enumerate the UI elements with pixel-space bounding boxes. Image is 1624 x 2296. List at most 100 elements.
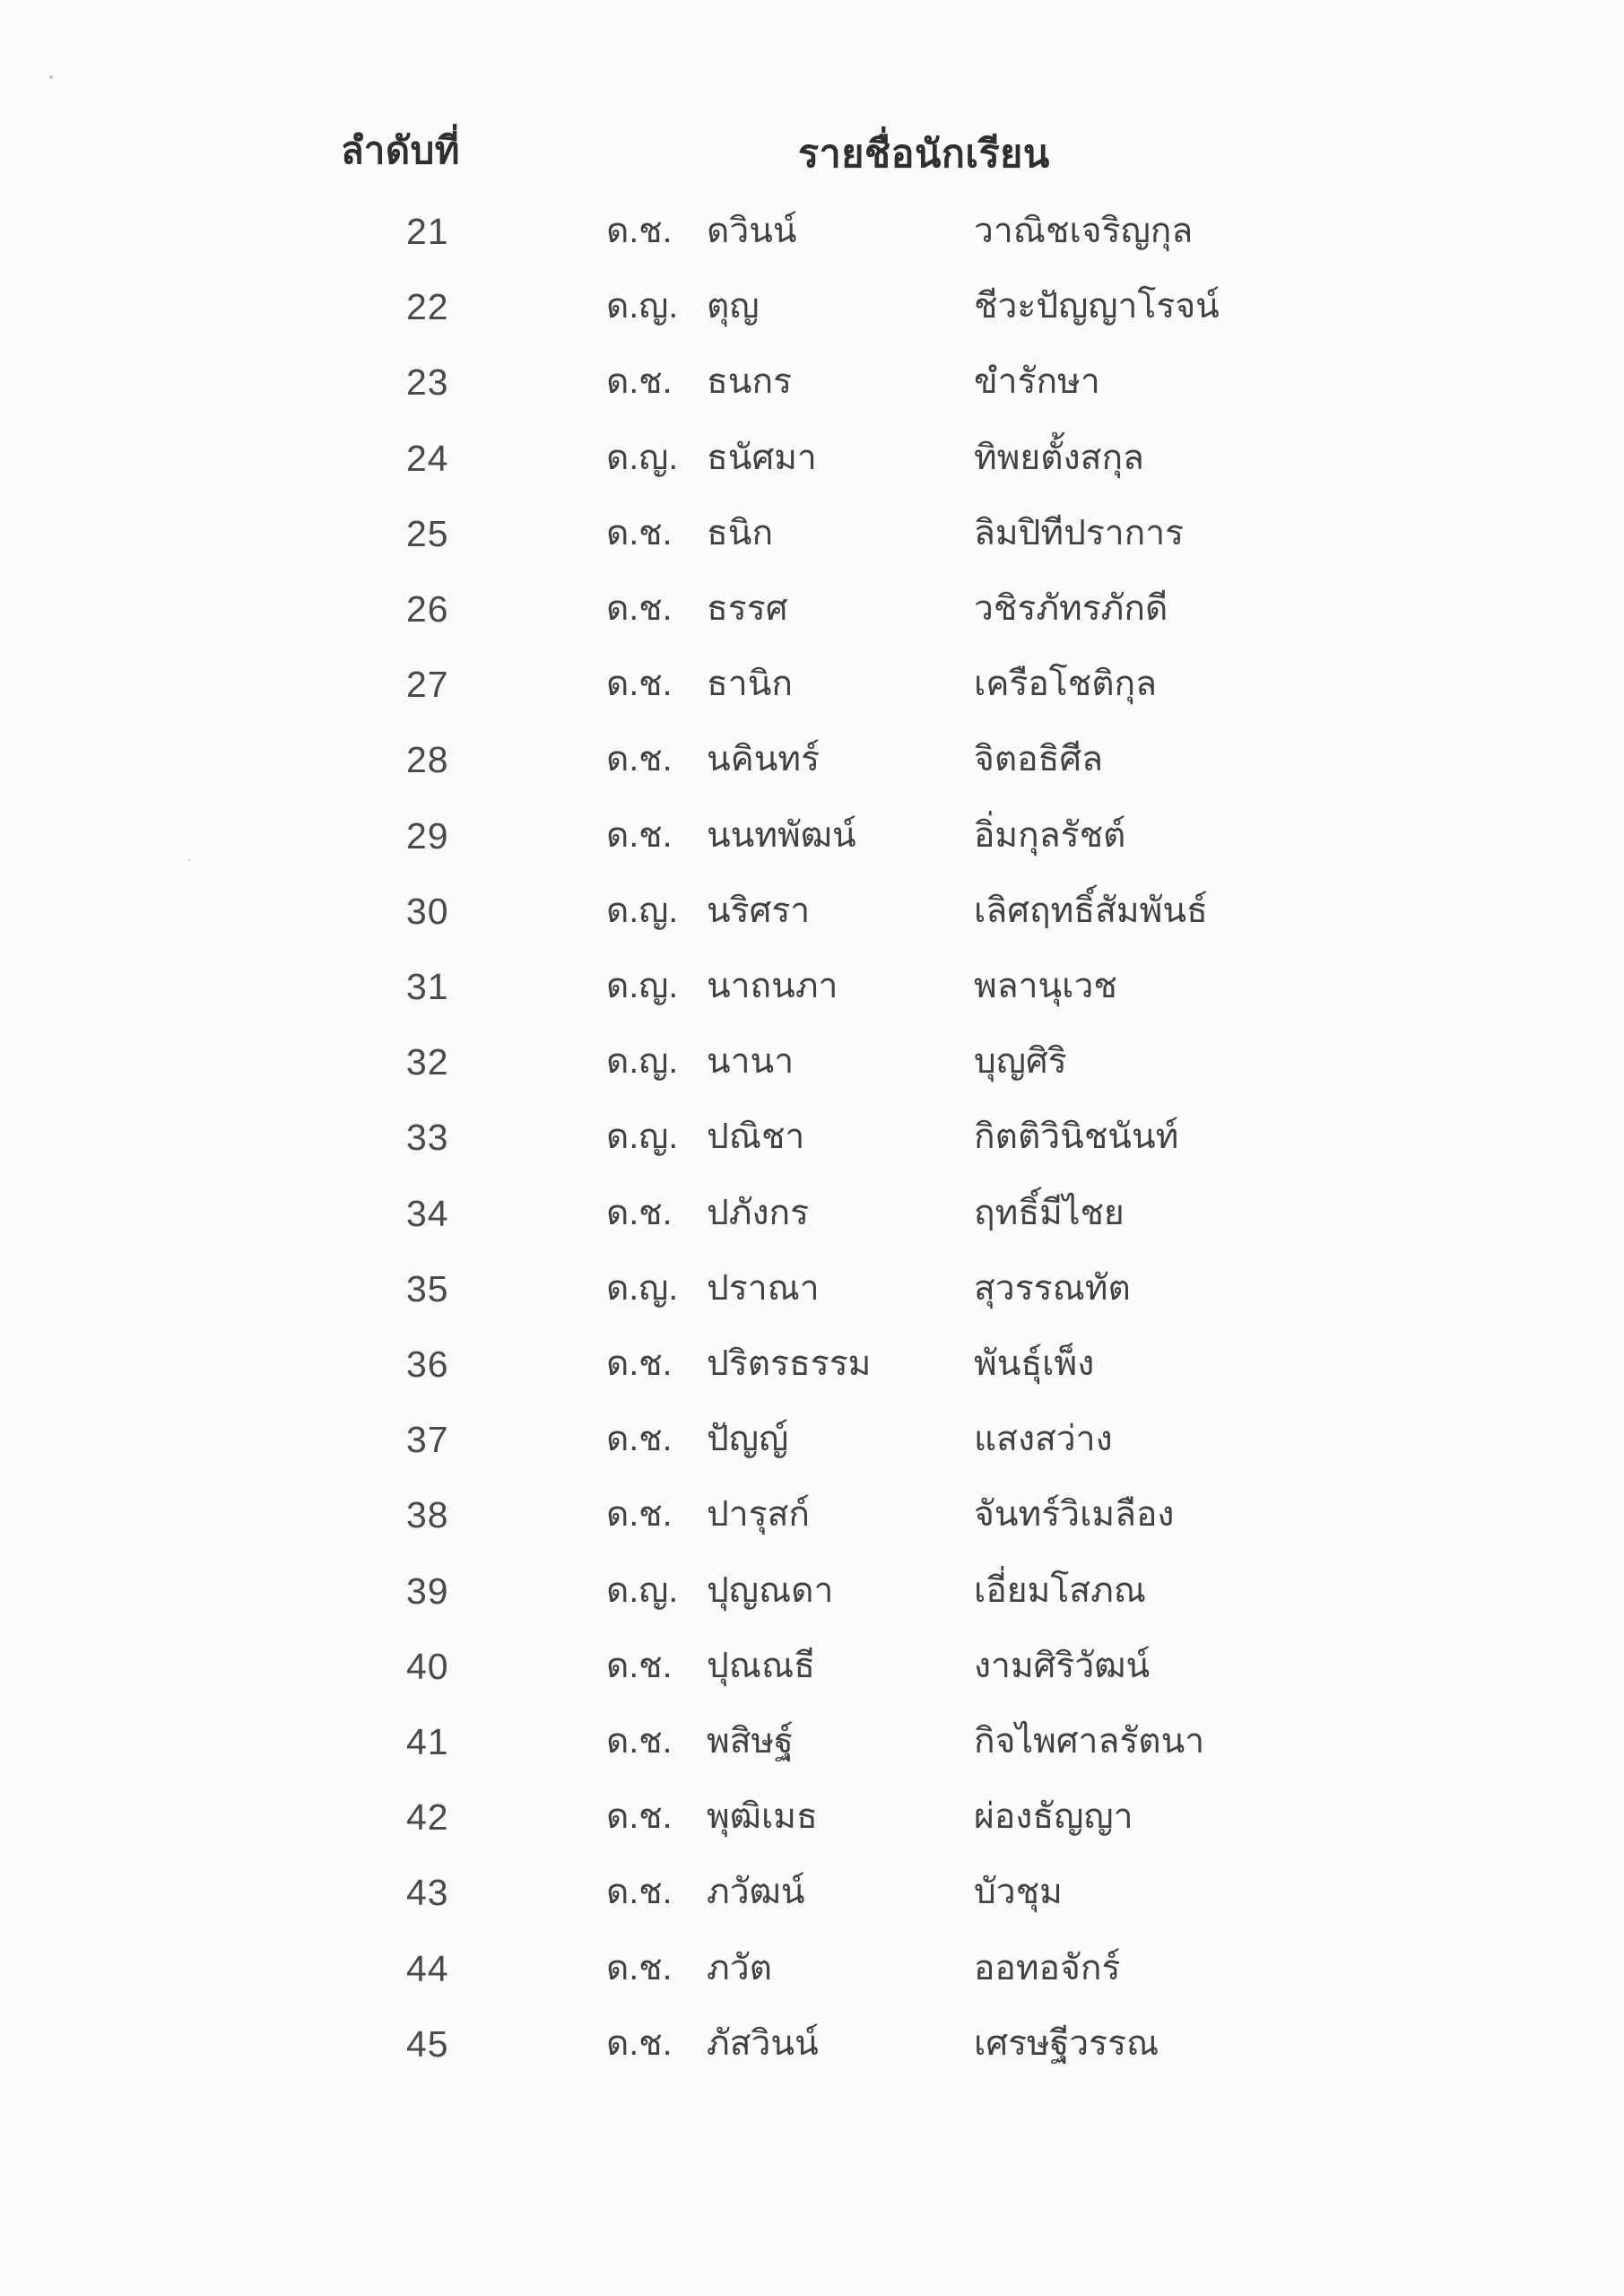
- table-row: 42 ด.ช. พุฒิเมธ ผ่องธัญญา: [0, 1792, 1624, 1867]
- student-last-name: ทิพยตั้งสกุล: [974, 439, 1144, 477]
- student-prefix: ด.ญ.: [606, 1042, 679, 1081]
- table-row: 36 ด.ช. ปริตรธรรม พันธุ์เพ็ง: [0, 1339, 1624, 1414]
- table-row: 30 ด.ญ. นริศรา เลิศฤทธิ์สัมพันธ์: [0, 886, 1624, 961]
- student-first-name: นริศรา: [707, 891, 811, 930]
- header-order-label: ลำดับที่: [341, 129, 460, 171]
- student-first-name: ภวัฒน์: [707, 1873, 805, 1911]
- student-prefix: ด.ช.: [606, 1949, 673, 1987]
- student-last-name: ชีวะปัญญาโรจน์: [974, 287, 1220, 326]
- student-number: 37: [406, 1419, 449, 1460]
- student-last-name: ออทอจักร์: [974, 1949, 1121, 1987]
- table-row: 22 ด.ญ. ตุญ ชีวะปัญญาโรจน์: [0, 282, 1624, 357]
- student-first-name: ปุญณดา: [707, 1571, 834, 1610]
- student-prefix: ด.ญ.: [606, 967, 679, 1005]
- student-number: 32: [406, 1041, 449, 1083]
- student-first-name: ธานิก: [707, 665, 793, 703]
- student-last-name: กิตติวินิชนันท์: [974, 1118, 1179, 1156]
- student-first-name: ดวินน์: [707, 212, 797, 250]
- table-row: 38 ด.ช. ปารุสก์ จันทร์วิเมลือง: [0, 1490, 1624, 1565]
- student-first-name: ธนัศมา: [707, 439, 817, 477]
- student-prefix: ด.ช.: [606, 589, 673, 628]
- student-number: 36: [406, 1344, 449, 1385]
- student-first-name: พุฒิเมธ: [707, 1797, 818, 1836]
- student-first-name: ธรรศ: [707, 589, 788, 628]
- student-prefix: ด.ช.: [606, 212, 673, 250]
- student-prefix: ด.ช.: [606, 1722, 673, 1761]
- student-prefix: ด.ช.: [606, 1873, 673, 1911]
- student-first-name: ภัสวินน์: [707, 2024, 819, 2063]
- student-first-name: ปภังกร: [707, 1194, 810, 1232]
- student-number: 35: [406, 1268, 449, 1309]
- table-row: 35 ด.ญ. ปราณา สุวรรณทัต: [0, 1264, 1624, 1339]
- student-last-name: ผ่องธัญญา: [974, 1797, 1133, 1836]
- table-row: 32 ด.ญ. นานา บุญศิริ: [0, 1037, 1624, 1112]
- student-last-name: เอี่ยมโสภณ: [974, 1571, 1146, 1610]
- table-row: 40 ด.ช. ปุณณธี งามศิริวัฒน์: [0, 1641, 1624, 1717]
- student-number: 28: [406, 739, 449, 780]
- student-number: 25: [406, 513, 449, 554]
- table-row: 44 ด.ช. ภวัต ออทอจักร์: [0, 1944, 1624, 2019]
- student-first-name: ตุญ: [707, 287, 760, 326]
- student-number: 27: [406, 664, 449, 705]
- student-last-name: เลิศฤทธิ์สัมพันธ์: [974, 891, 1208, 930]
- student-number: 26: [406, 588, 449, 630]
- student-first-name: นานา: [707, 1042, 795, 1081]
- student-first-name: นาถนภา: [707, 967, 838, 1005]
- student-number: 39: [406, 1570, 449, 1612]
- student-first-name: ภวัต: [707, 1949, 772, 1987]
- scan-speck: [188, 858, 191, 861]
- student-prefix: ด.ญ.: [606, 1118, 679, 1156]
- table-row: 23 ด.ช. ธนกร ขำรักษา: [0, 357, 1624, 432]
- student-number: 42: [406, 1796, 449, 1838]
- student-prefix: ด.ช.: [606, 1495, 673, 1534]
- student-last-name: บัวชุม: [974, 1873, 1063, 1911]
- scan-speck: [49, 75, 53, 79]
- student-prefix: ด.ช.: [606, 1797, 673, 1836]
- student-last-name: จันทร์วิเมลือง: [974, 1495, 1175, 1534]
- student-prefix: ด.ช.: [606, 1647, 673, 1685]
- student-number: 31: [406, 966, 449, 1007]
- student-last-name: วชิรภัทรภักดี: [974, 589, 1168, 628]
- student-number: 41: [406, 1721, 449, 1762]
- student-first-name: ปราณา: [707, 1269, 820, 1308]
- student-last-name: เครือโชติกุล: [974, 665, 1158, 703]
- table-row: 39 ด.ญ. ปุญณดา เอี่ยมโสภณ: [0, 1566, 1624, 1641]
- student-prefix: ด.ช.: [606, 816, 673, 855]
- student-number: 45: [406, 2023, 449, 2065]
- student-number: 34: [406, 1193, 449, 1234]
- student-prefix: ด.ช.: [606, 1420, 673, 1458]
- student-number: 23: [406, 361, 449, 403]
- table-header: ลำดับที่ รายชื่อนักเรียน: [0, 121, 1624, 176]
- table-row: 33 ด.ญ. ปณิชา กิตติวินิชนันท์: [0, 1112, 1624, 1187]
- table-row: 28 ด.ช. นคินทร์ จิตอธิศีล: [0, 735, 1624, 810]
- student-prefix: ด.ญ.: [606, 891, 679, 930]
- table-row: 43 ด.ช. ภวัฒน์ บัวชุม: [0, 1867, 1624, 1943]
- student-first-name: ปารุสก์: [707, 1495, 811, 1534]
- student-last-name: จิตอธิศีล: [974, 740, 1104, 778]
- student-number: 40: [406, 1646, 449, 1687]
- table-row: 29 ด.ช. นนทพัฒน์ อิ่มกุลรัชต์: [0, 811, 1624, 886]
- student-number: 21: [406, 211, 449, 252]
- student-number: 30: [406, 891, 449, 932]
- student-last-name: พันธุ์เพ็ง: [974, 1344, 1095, 1383]
- student-number: 44: [406, 1948, 449, 1989]
- student-last-name: เศรษฐีวรรณ: [974, 2024, 1159, 2063]
- student-prefix: ด.ญ.: [606, 1571, 679, 1610]
- student-last-name: พลานุเวช: [974, 967, 1117, 1005]
- table-row: 41 ด.ช. พสิษฐ์ กิจไพศาลรัตนา: [0, 1717, 1624, 1792]
- student-last-name: งามศิริวัฒน์: [974, 1647, 1151, 1685]
- student-last-name: ลิมปิทีปราการ: [974, 514, 1185, 552]
- table-row: 45 ด.ช. ภัสวินน์ เศรษฐีวรรณ: [0, 2019, 1624, 2094]
- student-number: 38: [406, 1494, 449, 1535]
- student-first-name: ปัญญ์: [707, 1420, 789, 1458]
- student-prefix: ด.ช.: [606, 740, 673, 778]
- student-prefix: ด.ช.: [606, 665, 673, 703]
- student-number: 33: [406, 1117, 449, 1158]
- student-number: 22: [406, 286, 449, 327]
- table-row: 24 ด.ญ. ธนัศมา ทิพยตั้งสกุล: [0, 433, 1624, 509]
- table-row: 34 ด.ช. ปภังกร ฤทธิ์มีไชย: [0, 1188, 1624, 1264]
- student-last-name: ฤทธิ์มีไชย: [974, 1194, 1125, 1232]
- student-last-name: แสงสว่าง: [974, 1420, 1113, 1458]
- student-prefix: ด.ช.: [606, 514, 673, 552]
